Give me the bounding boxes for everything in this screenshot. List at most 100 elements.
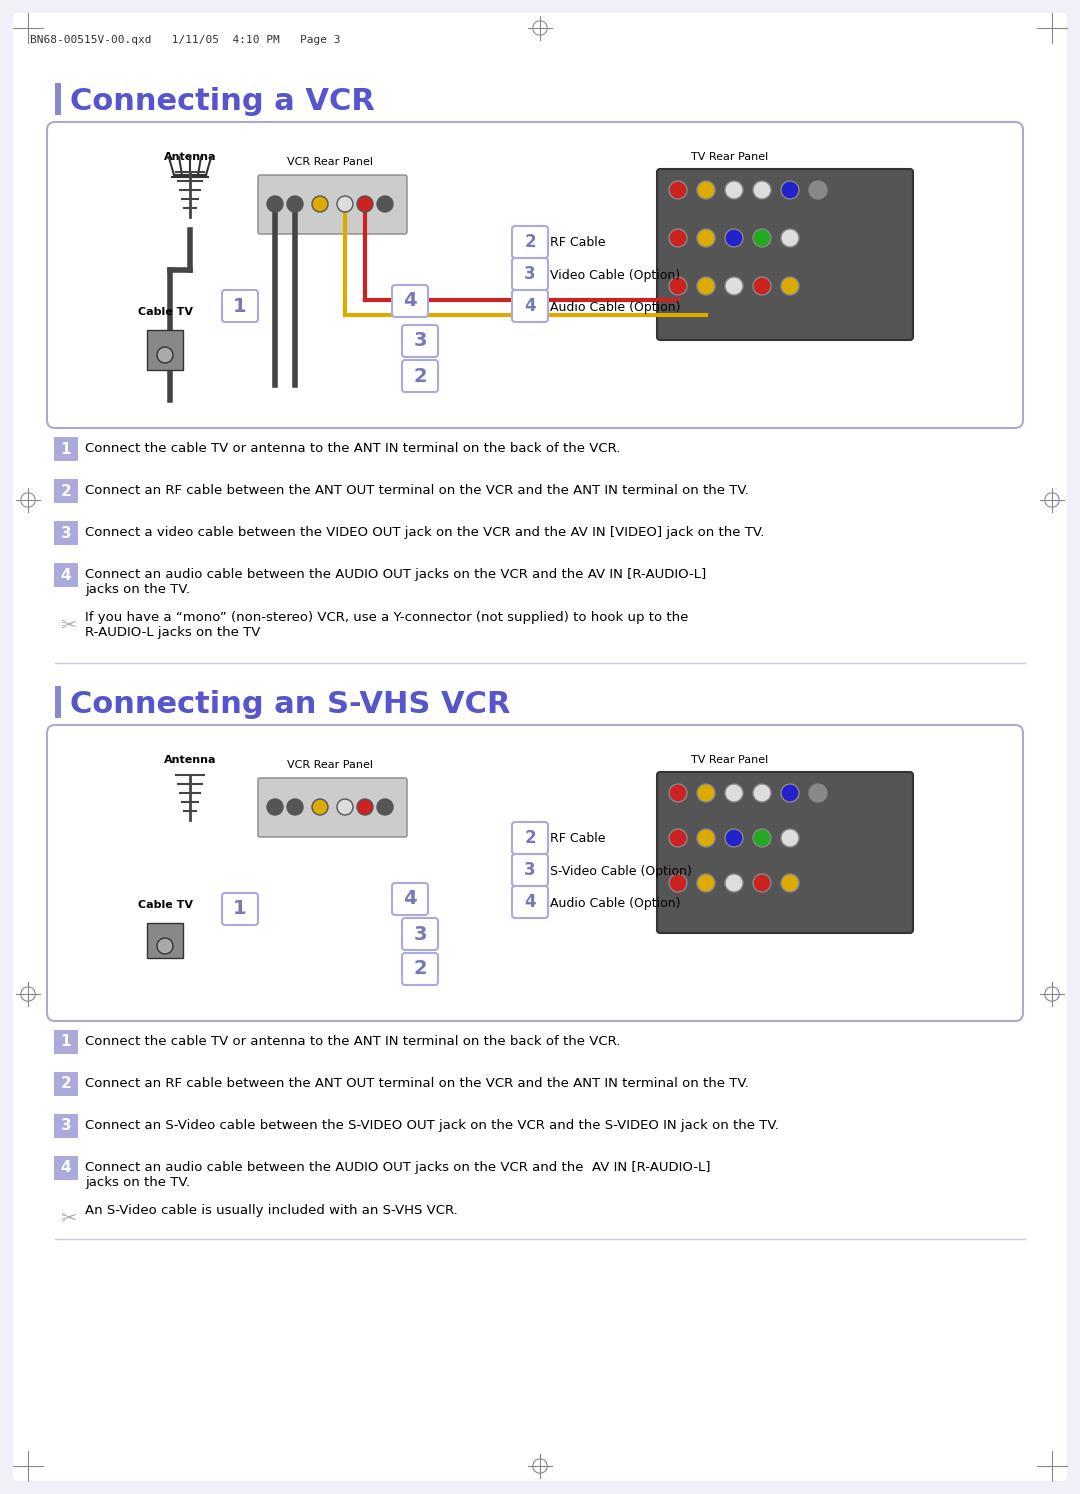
- Text: Connect an audio cable between the AUDIO OUT jacks on the VCR and the AV IN [R-A: Connect an audio cable between the AUDIO…: [85, 568, 706, 596]
- Text: Antenna: Antenna: [164, 754, 216, 765]
- FancyBboxPatch shape: [392, 285, 428, 317]
- Text: S-Video Cable (Option): S-Video Cable (Option): [550, 865, 692, 877]
- FancyBboxPatch shape: [54, 1115, 78, 1138]
- Text: 2: 2: [60, 1077, 71, 1092]
- Circle shape: [725, 874, 743, 892]
- Text: ✂: ✂: [60, 1209, 77, 1228]
- Circle shape: [753, 874, 771, 892]
- FancyBboxPatch shape: [258, 175, 407, 235]
- FancyBboxPatch shape: [392, 883, 428, 914]
- Circle shape: [753, 829, 771, 847]
- Text: 3: 3: [414, 925, 427, 944]
- FancyBboxPatch shape: [402, 917, 438, 950]
- Circle shape: [669, 276, 687, 294]
- Circle shape: [725, 181, 743, 199]
- Text: Connect a video cable between the VIDEO OUT jack on the VCR and the AV IN [VIDEO: Connect a video cable between the VIDEO …: [85, 526, 765, 539]
- FancyBboxPatch shape: [54, 1073, 78, 1097]
- Text: An S-Video cable is usually included with an S-VHS VCR.: An S-Video cable is usually included wit…: [85, 1204, 458, 1218]
- FancyBboxPatch shape: [13, 13, 1067, 1481]
- Circle shape: [377, 196, 393, 212]
- Circle shape: [267, 196, 283, 212]
- Circle shape: [781, 229, 799, 247]
- Circle shape: [753, 784, 771, 802]
- Text: 4: 4: [524, 297, 536, 315]
- Text: 3: 3: [524, 861, 536, 878]
- Text: Video Cable (Option): Video Cable (Option): [550, 269, 680, 281]
- Text: 2: 2: [414, 959, 427, 979]
- Circle shape: [669, 181, 687, 199]
- FancyBboxPatch shape: [222, 893, 258, 925]
- Circle shape: [809, 784, 827, 802]
- FancyBboxPatch shape: [54, 1156, 78, 1180]
- Text: 4: 4: [403, 291, 417, 311]
- Circle shape: [697, 829, 715, 847]
- Circle shape: [357, 196, 373, 212]
- Text: 1: 1: [60, 1034, 71, 1049]
- Circle shape: [725, 829, 743, 847]
- Circle shape: [809, 181, 827, 199]
- Circle shape: [337, 196, 353, 212]
- Circle shape: [781, 181, 799, 199]
- Bar: [55, 84, 60, 115]
- Polygon shape: [147, 923, 183, 958]
- FancyBboxPatch shape: [512, 855, 548, 886]
- Circle shape: [781, 784, 799, 802]
- FancyBboxPatch shape: [54, 438, 78, 462]
- FancyBboxPatch shape: [402, 326, 438, 357]
- Circle shape: [753, 229, 771, 247]
- FancyBboxPatch shape: [48, 725, 1023, 1020]
- Circle shape: [781, 874, 799, 892]
- Text: 3: 3: [414, 332, 427, 351]
- FancyBboxPatch shape: [512, 822, 548, 855]
- Circle shape: [781, 829, 799, 847]
- Text: Connect an audio cable between the AUDIO OUT jacks on the VCR and the  AV IN [R-: Connect an audio cable between the AUDIO…: [85, 1161, 711, 1189]
- Text: 2: 2: [524, 233, 536, 251]
- Circle shape: [267, 799, 283, 816]
- Text: 3: 3: [524, 264, 536, 282]
- Text: 1: 1: [233, 296, 247, 315]
- Circle shape: [312, 196, 328, 212]
- Text: Connect an S-Video cable between the S-VIDEO OUT jack on the VCR and the S-VIDEO: Connect an S-Video cable between the S-V…: [85, 1119, 779, 1132]
- Circle shape: [337, 799, 353, 816]
- FancyBboxPatch shape: [258, 778, 407, 837]
- Circle shape: [725, 784, 743, 802]
- Text: 4: 4: [403, 889, 417, 908]
- Text: 2: 2: [60, 484, 71, 499]
- Text: BN68-00515V-00.qxd   1/11/05  4:10 PM   Page 3: BN68-00515V-00.qxd 1/11/05 4:10 PM Page …: [30, 34, 340, 45]
- FancyBboxPatch shape: [402, 360, 438, 391]
- Text: ✂: ✂: [60, 616, 77, 635]
- Circle shape: [753, 181, 771, 199]
- Circle shape: [669, 229, 687, 247]
- FancyBboxPatch shape: [54, 563, 78, 587]
- Text: VCR Rear Panel: VCR Rear Panel: [287, 157, 373, 167]
- Text: 4: 4: [60, 568, 71, 583]
- Circle shape: [357, 799, 373, 816]
- Circle shape: [377, 799, 393, 816]
- FancyBboxPatch shape: [222, 290, 258, 323]
- Circle shape: [157, 938, 173, 955]
- Text: Audio Cable (Option): Audio Cable (Option): [550, 896, 680, 910]
- Text: Cable TV: Cable TV: [137, 899, 192, 910]
- FancyBboxPatch shape: [657, 772, 913, 932]
- Circle shape: [669, 874, 687, 892]
- Circle shape: [669, 784, 687, 802]
- Text: Connect an RF cable between the ANT OUT terminal on the VCR and the ANT IN termi: Connect an RF cable between the ANT OUT …: [85, 484, 748, 498]
- Circle shape: [669, 829, 687, 847]
- Circle shape: [725, 229, 743, 247]
- Text: Connecting a VCR: Connecting a VCR: [70, 87, 375, 117]
- Circle shape: [697, 276, 715, 294]
- Text: RF Cable: RF Cable: [550, 236, 606, 249]
- Text: VCR Rear Panel: VCR Rear Panel: [287, 760, 373, 769]
- Text: 2: 2: [524, 829, 536, 847]
- Text: Audio Cable (Option): Audio Cable (Option): [550, 300, 680, 314]
- Circle shape: [725, 276, 743, 294]
- FancyBboxPatch shape: [512, 290, 548, 323]
- Text: 3: 3: [60, 526, 71, 541]
- FancyBboxPatch shape: [512, 226, 548, 258]
- Text: TV Rear Panel: TV Rear Panel: [691, 754, 769, 765]
- Bar: [55, 686, 60, 719]
- Circle shape: [287, 196, 303, 212]
- Text: Connect the cable TV or antenna to the ANT IN terminal on the back of the VCR.: Connect the cable TV or antenna to the A…: [85, 442, 620, 456]
- Text: TV Rear Panel: TV Rear Panel: [691, 152, 769, 161]
- Text: 3: 3: [60, 1119, 71, 1134]
